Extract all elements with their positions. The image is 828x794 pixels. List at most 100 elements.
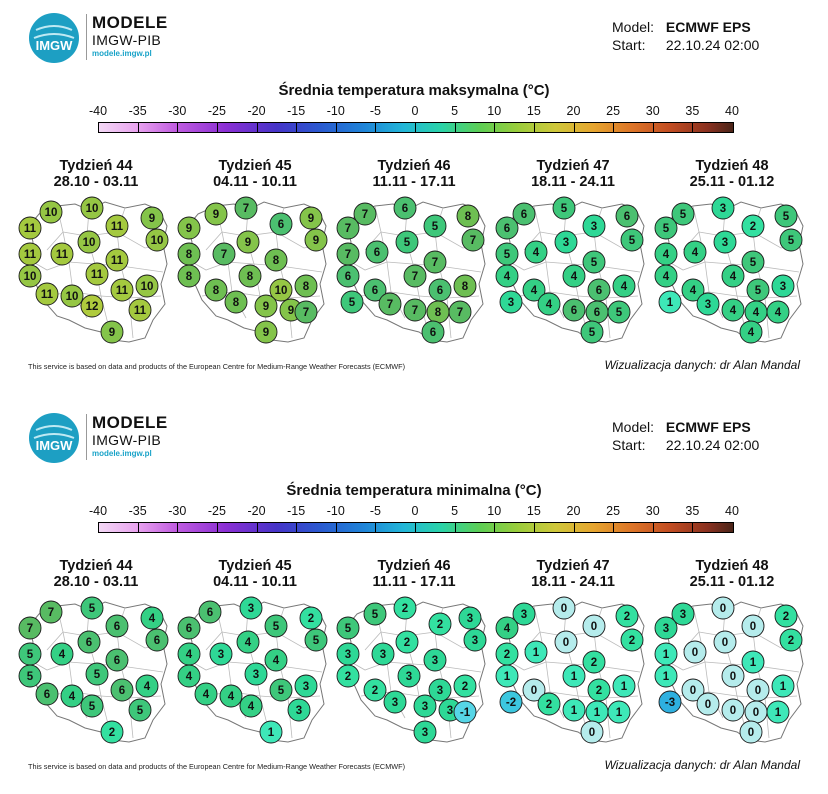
temperature-marker: 8 bbox=[294, 274, 318, 298]
week-header: Tydzień 48 25.11 - 01.12 bbox=[653, 158, 811, 190]
marker-value: 7 bbox=[345, 249, 351, 261]
week-title: Tydzień 46 bbox=[377, 158, 451, 174]
start-row: Start: 22.10.24 02:00 bbox=[612, 436, 759, 454]
marker-circle bbox=[39, 200, 63, 224]
temperature-marker: 3 bbox=[554, 230, 578, 254]
marker-circle bbox=[453, 700, 477, 724]
marker-value: 3 bbox=[705, 299, 711, 311]
marker-value: 3 bbox=[780, 281, 786, 293]
week-title: Tydzień 48 bbox=[695, 158, 769, 174]
marker-circle bbox=[393, 596, 417, 620]
temperature-marker: 9 bbox=[254, 320, 278, 344]
marker-value: 9 bbox=[263, 301, 269, 313]
temperature-marker: 5 bbox=[18, 642, 42, 666]
marker-circle bbox=[80, 196, 104, 220]
temperature-marker: 4 bbox=[194, 682, 218, 706]
temperature-marker: 5 bbox=[264, 614, 288, 638]
brand-url: modele.imgw.pl bbox=[92, 449, 152, 458]
marker-circle bbox=[395, 630, 419, 654]
marker-value: 2 bbox=[308, 613, 314, 625]
temperature-marker: -2 bbox=[499, 690, 523, 714]
temperature-marker: 7 bbox=[336, 216, 360, 240]
temperature-marker: 5 bbox=[741, 250, 765, 274]
marker-circle bbox=[428, 678, 452, 702]
temperature-marker: 4 bbox=[654, 264, 678, 288]
marker-circle bbox=[615, 604, 639, 628]
marker-circle bbox=[39, 600, 63, 624]
marker-circle bbox=[495, 216, 519, 240]
marker-circle bbox=[696, 292, 720, 316]
temperature-marker: 3 bbox=[287, 698, 311, 722]
marker-value: 4 bbox=[730, 271, 737, 283]
marker-circle bbox=[552, 196, 576, 220]
temperature-marker: 2 bbox=[453, 674, 477, 698]
temperature-marker: 10 bbox=[269, 278, 293, 302]
temperature-marker: 2 bbox=[537, 692, 561, 716]
temperature-marker: 6 bbox=[585, 300, 609, 324]
scale-label: -10 bbox=[326, 104, 345, 118]
marker-value: 3 bbox=[521, 609, 527, 621]
marker-circle bbox=[562, 698, 586, 722]
marker-circle bbox=[77, 230, 101, 254]
marker-circle bbox=[105, 248, 129, 272]
marker-value: 0 bbox=[730, 671, 736, 683]
temperature-marker: 4 bbox=[219, 684, 243, 708]
temperature-marker: 4 bbox=[522, 278, 546, 302]
marker-value: 6 bbox=[345, 271, 351, 283]
temperature-marker: 7 bbox=[336, 242, 360, 266]
temperature-marker: 0 bbox=[721, 698, 745, 722]
temperature-marker: 8 bbox=[177, 242, 201, 266]
scale-label: 10 bbox=[487, 504, 502, 518]
marker-circle bbox=[269, 212, 293, 236]
marker-circle bbox=[562, 298, 586, 322]
scale-label: -5 bbox=[369, 104, 381, 118]
region-border bbox=[756, 265, 800, 273]
marker-value: 7 bbox=[470, 235, 476, 247]
week-dates: 04.11 - 10.11 bbox=[213, 574, 297, 590]
marker-value: 0 bbox=[730, 705, 736, 717]
model-value: ECMWF EPS bbox=[665, 419, 751, 435]
marker-value: 5 bbox=[783, 211, 790, 223]
visualization-credit: Wizualizacja danych: dr Alan Mandal bbox=[604, 758, 800, 772]
marker-value: 3 bbox=[380, 649, 386, 661]
scale-label: 20 bbox=[566, 504, 581, 518]
region-border bbox=[605, 297, 611, 339]
region-border bbox=[120, 665, 164, 673]
model-row: Model: ECMWF EPS bbox=[612, 18, 759, 36]
temperature-marker: 2 bbox=[620, 628, 644, 652]
temperature-marker: 6 bbox=[105, 648, 129, 672]
temperature-marker: 1 bbox=[585, 700, 609, 724]
marker-value: 4 bbox=[533, 247, 540, 259]
marker-value: 5 bbox=[755, 285, 762, 297]
temperature-marker: 3 bbox=[713, 230, 737, 254]
marker-value: 4 bbox=[692, 247, 699, 259]
imgw-logo: IMGW bbox=[29, 13, 79, 63]
marker-value: 2 bbox=[462, 681, 468, 693]
temperature-marker: 11 bbox=[105, 248, 129, 272]
temperature-marker: 1 bbox=[562, 664, 586, 688]
marker-circle bbox=[681, 278, 705, 302]
marker-circle bbox=[35, 282, 59, 306]
marker-value: 11 bbox=[24, 249, 37, 261]
marker-circle bbox=[177, 264, 201, 288]
marker-value: 5 bbox=[788, 235, 795, 247]
marker-circle bbox=[264, 648, 288, 672]
temperature-marker: 4 bbox=[495, 616, 519, 640]
temperature-marker: 3 bbox=[371, 642, 395, 666]
marker-circle bbox=[50, 642, 74, 666]
scale-labels: -40 -35 -30 -25 -20 -15 -10 -5 0 5 10 15 20 25 30 35 40 bbox=[89, 104, 739, 120]
temperature-marker: 7 bbox=[448, 300, 472, 324]
marker-circle bbox=[140, 606, 164, 630]
marker-value: 3 bbox=[345, 649, 351, 661]
temperature-marker: 3 bbox=[463, 628, 487, 652]
temperature-marker: 5 bbox=[654, 216, 678, 240]
marker-value: 0 bbox=[750, 621, 756, 633]
marker-value: 0 bbox=[531, 685, 537, 697]
logo-circle bbox=[29, 413, 79, 463]
scale-tick bbox=[533, 123, 535, 132]
marker-circle bbox=[537, 292, 561, 316]
model-value: ECMWF EPS bbox=[665, 19, 751, 35]
marker-value: 9 bbox=[213, 209, 219, 221]
marker-circle bbox=[110, 678, 134, 702]
temperature-marker: 7 bbox=[403, 298, 427, 322]
